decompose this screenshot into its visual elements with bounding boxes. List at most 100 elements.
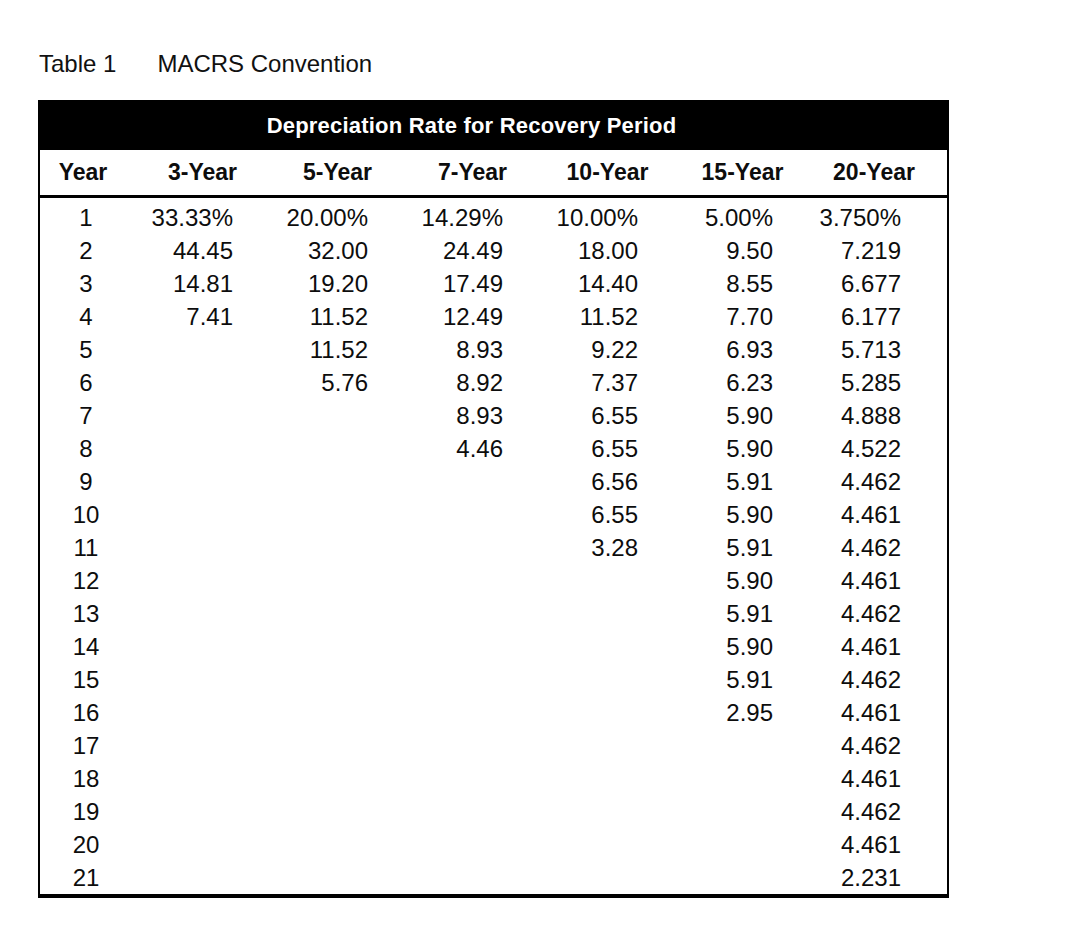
rate-cell — [549, 729, 684, 762]
rate-cell — [414, 861, 549, 896]
table-row: 511.528.939.226.935.713 — [39, 333, 948, 366]
rate-cell: 4.462 — [819, 795, 948, 828]
rate-cell — [549, 795, 684, 828]
rate-cell: 7.41 — [144, 300, 279, 333]
rate-cell: 8.55 — [684, 267, 819, 300]
rate-cell: 8.92 — [414, 366, 549, 399]
table-row: 13 5.914.462 — [39, 597, 948, 630]
rate-cell: 11.52 — [549, 300, 684, 333]
rate-cell — [279, 762, 414, 795]
rate-cell: 4.462 — [819, 597, 948, 630]
rate-cell: 4.462 — [819, 465, 948, 498]
rate-cell: 6.23 — [684, 366, 819, 399]
table-row: 106.555.904.461 — [39, 498, 948, 531]
rate-cell: 14.40 — [549, 267, 684, 300]
rate-cell: 4.461 — [819, 564, 948, 597]
rate-cell: 6.55 — [549, 498, 684, 531]
rate-cell: 3.28 — [549, 531, 684, 564]
year-cell: 2 — [39, 234, 144, 267]
rate-cell: 5.285 — [819, 366, 948, 399]
rate-cell — [414, 498, 549, 531]
rate-cell — [279, 828, 414, 861]
rate-cell — [279, 630, 414, 663]
rate-cell: 6.55 — [549, 432, 684, 465]
rate-cell: 2.95 — [684, 696, 819, 729]
rate-cell — [144, 432, 279, 465]
rate-cell — [144, 399, 279, 432]
rate-cell — [414, 630, 549, 663]
year-cell: 16 — [39, 696, 144, 729]
rate-cell: 2.231 — [819, 861, 948, 896]
rate-cell: 6.177 — [819, 300, 948, 333]
table-row: 162.954.461 — [39, 696, 948, 729]
rate-cell: 18.00 — [549, 234, 684, 267]
year-cell: 13 — [39, 597, 144, 630]
year-cell: 5 — [39, 333, 144, 366]
rate-cell — [279, 399, 414, 432]
rate-cell: 24.49 — [414, 234, 549, 267]
rate-cell — [684, 828, 819, 861]
column-header-3-year: 3-Year — [144, 150, 279, 197]
column-header-5-year: 5-Year — [279, 150, 414, 197]
table-row: 65.768.927.376.235.285 — [39, 366, 948, 399]
rate-cell: 5.90 — [684, 630, 819, 663]
table-row: 155.914.462 — [39, 663, 948, 696]
rate-cell — [279, 498, 414, 531]
rate-cell — [549, 663, 684, 696]
rate-cell — [144, 861, 279, 896]
rate-cell — [144, 630, 279, 663]
column-header-7-year: 7-Year — [414, 150, 549, 197]
rate-cell: 17.49 — [414, 267, 549, 300]
table-row: 113.285.914.462 — [39, 531, 948, 564]
rate-cell — [414, 465, 549, 498]
year-cell: 12 — [39, 564, 144, 597]
rate-cell: 5.91 — [684, 597, 819, 630]
rate-cell — [549, 762, 684, 795]
rate-cell: 5.91 — [684, 465, 819, 498]
year-cell: 15 — [39, 663, 144, 696]
rate-cell — [414, 795, 549, 828]
rate-cell — [144, 828, 279, 861]
rate-cell — [549, 696, 684, 729]
rate-cell: 14.81 — [144, 267, 279, 300]
rate-cell — [414, 828, 549, 861]
rate-cell: 4.462 — [819, 729, 948, 762]
rate-cell: 6.56 — [549, 465, 684, 498]
rate-cell: 20.00% — [279, 197, 414, 235]
table-row: 133.33%20.00%14.29%10.00%5.00%3.750% — [39, 197, 948, 235]
rate-cell — [684, 795, 819, 828]
rate-cell — [279, 795, 414, 828]
rate-cell: 5.76 — [279, 366, 414, 399]
year-cell: 1 — [39, 197, 144, 235]
rate-cell — [144, 531, 279, 564]
rate-cell — [414, 696, 549, 729]
rate-cell: 7.70 — [684, 300, 819, 333]
year-cell: 20 — [39, 828, 144, 861]
rate-cell: 5.713 — [819, 333, 948, 366]
rate-cell: 4.46 — [414, 432, 549, 465]
year-cell: 10 — [39, 498, 144, 531]
table-row: 20 4.461 — [39, 828, 948, 861]
table-caption: Table 1MACRS Convention — [39, 50, 372, 78]
rate-cell — [279, 465, 414, 498]
rate-cell: 7.37 — [549, 366, 684, 399]
rate-cell: 4.522 — [819, 432, 948, 465]
table-title-band: Depreciation Rate for Recovery Period — [39, 101, 948, 150]
rate-cell: 10.00% — [549, 197, 684, 235]
table-row: 78.936.555.904.888 — [39, 399, 948, 432]
rate-cell — [279, 597, 414, 630]
rate-cell: 19.20 — [279, 267, 414, 300]
column-header-20-year: 20-Year — [819, 150, 948, 197]
year-cell: 17 — [39, 729, 144, 762]
column-header-15-year: 15-Year — [684, 150, 819, 197]
rate-cell — [549, 597, 684, 630]
rate-cell: 8.93 — [414, 333, 549, 366]
rate-cell: 44.45 — [144, 234, 279, 267]
rate-cell: 12.49 — [414, 300, 549, 333]
rate-cell — [144, 333, 279, 366]
rate-cell: 5.00% — [684, 197, 819, 235]
year-cell: 9 — [39, 465, 144, 498]
rate-cell: 4.461 — [819, 828, 948, 861]
rate-cell — [144, 762, 279, 795]
year-cell: 18 — [39, 762, 144, 795]
